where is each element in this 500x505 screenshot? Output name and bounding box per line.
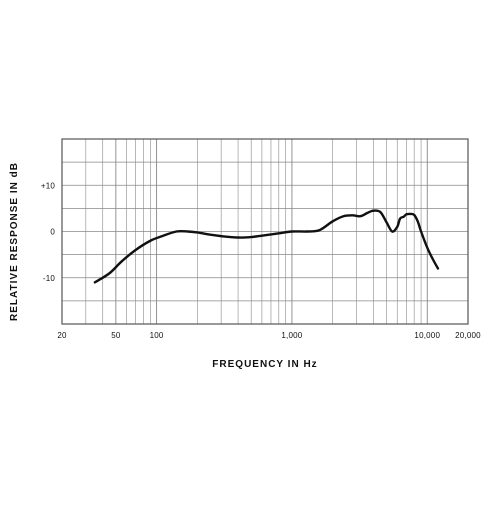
x-tick-label: 50	[111, 331, 121, 340]
y-tick-label: -10	[43, 274, 56, 283]
series-layer	[93, 209, 440, 284]
label-layer: 20 50 100 1,000 10,000 20,000 +10 0 -10	[41, 181, 481, 340]
x-tick-label: 1,000	[281, 331, 302, 340]
plot-frame	[61, 138, 469, 325]
x-axis-title: FREQUENCY IN Hz	[212, 359, 317, 370]
y-axis-title: RELATIVE RESPONSE IN dB	[9, 162, 20, 321]
grid-layer	[62, 139, 468, 324]
response-curve-line	[93, 209, 440, 284]
x-tick-label: 10,000	[414, 331, 440, 340]
y-tick-label: 0	[50, 228, 55, 237]
x-tick-label: 20	[57, 331, 67, 340]
y-tick-label: +10	[41, 181, 56, 190]
x-tick-label: 20,000	[455, 331, 481, 340]
x-tick-label: 100	[150, 331, 164, 340]
